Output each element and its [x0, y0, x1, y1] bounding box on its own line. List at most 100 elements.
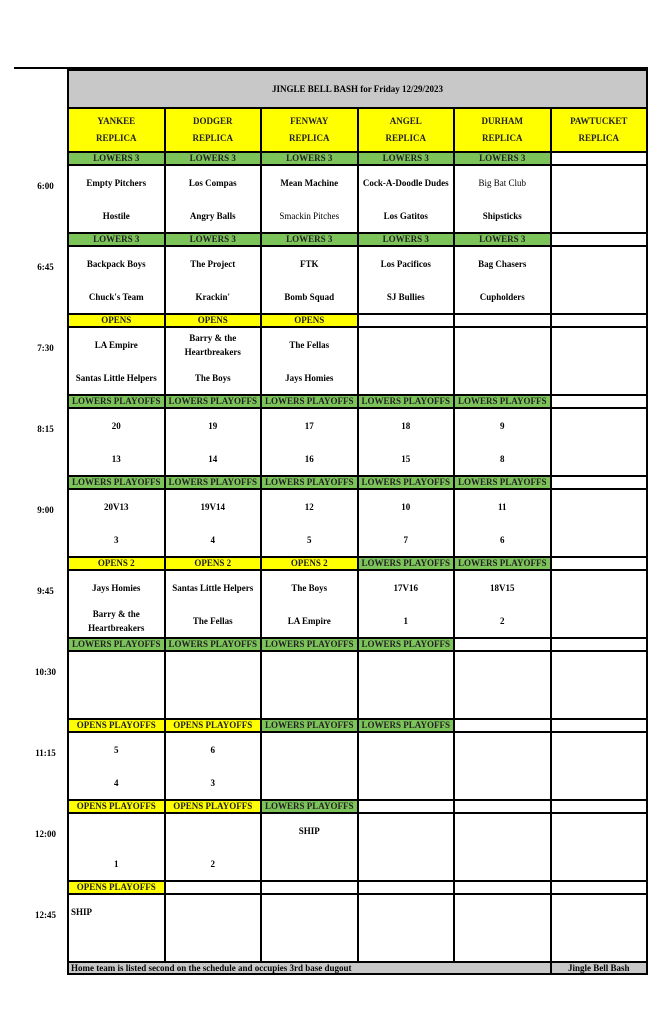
division-label: OPENS PLAYOFFS	[67, 718, 166, 733]
time-slot-row: 8:15 20 13 19 14 17 16 18 15 9 8	[14, 407, 648, 477]
game-cell	[163, 893, 262, 963]
home-team: 4	[210, 534, 216, 545]
division-label: LOWERS PLAYOFFS	[67, 475, 166, 490]
away-team	[552, 896, 645, 928]
home-team: The Fellas	[192, 615, 233, 626]
home-team: 16	[304, 453, 314, 464]
away-team	[263, 734, 356, 766]
away-team: Backpack Boys	[86, 258, 146, 269]
game-cell	[356, 812, 455, 882]
time-label: 11:15	[35, 748, 56, 758]
away-team: 12	[304, 501, 314, 512]
game-cell: 1	[67, 812, 166, 882]
home-team: Bomb Squad	[284, 291, 335, 302]
game-cell: 18 15	[356, 407, 455, 477]
away-team	[552, 410, 645, 442]
field-header-row: YANKEE REPLICA DODGER REPLICA FENWAY REPLICA A…	[14, 107, 648, 153]
away-team	[359, 896, 452, 928]
home-team	[263, 685, 356, 717]
home-team	[166, 928, 259, 960]
away-team: 10	[401, 501, 411, 512]
field-name: PAWTUCKET	[570, 116, 628, 126]
home-team	[70, 928, 163, 960]
division-label: LOWERS 3	[67, 151, 166, 166]
game-cell: 20V13 3	[67, 488, 166, 558]
division-label: LOWERS PLAYOFFS	[260, 718, 359, 733]
game-cell	[549, 326, 648, 396]
game-cell	[356, 731, 455, 801]
game-cell: Jays Homies Barry & the Heartbreakers	[67, 569, 166, 639]
time-slot-row: 6:00 Empty Pitchers Hostile Los Compas Angry…	[14, 164, 648, 234]
away-team: 9	[500, 420, 505, 431]
game-cell: 19 14	[163, 407, 262, 477]
home-team: Los Gatitos	[383, 210, 428, 221]
division-label: LOWERS 3	[163, 232, 262, 247]
division-label: OPENS 2	[163, 556, 262, 571]
away-team	[456, 653, 549, 685]
division-label: OPENS	[260, 313, 359, 328]
division-label: LOWERS 3	[453, 232, 552, 247]
home-team: Jays Homies	[285, 372, 334, 383]
division-label	[549, 556, 648, 571]
division-label: LOWERS PLAYOFFS	[163, 475, 262, 490]
home-team: Hostile	[102, 210, 130, 221]
game-cell	[549, 488, 648, 558]
away-team	[552, 329, 645, 361]
away-team	[166, 815, 259, 847]
away-team: Barry & the Heartbreakers	[184, 332, 241, 357]
division-label: OPENS PLAYOFFS	[67, 799, 166, 814]
division-label: LOWERS PLAYOFFS	[356, 718, 455, 733]
away-team: 5	[114, 744, 119, 755]
away-team	[359, 329, 452, 361]
division-label: LOWERS PLAYOFFS	[356, 475, 455, 490]
game-cell: SHIP	[260, 812, 359, 882]
game-cell	[549, 731, 648, 801]
away-team	[359, 734, 452, 766]
game-cell	[453, 812, 552, 882]
game-cell: The Project Krackin'	[163, 245, 262, 315]
home-team	[552, 766, 645, 798]
time-label: 9:00	[37, 505, 54, 515]
home-team: Shipsticks	[482, 210, 522, 221]
division-row: LOWERS PLAYOFFS LOWERS PLAYOFFS LOWERS PLA…	[14, 637, 648, 652]
away-team	[552, 734, 645, 766]
division-label: OPENS 2	[260, 556, 359, 571]
game-cell: Backpack Boys Chuck's Team	[67, 245, 166, 315]
home-team	[263, 928, 356, 960]
field-type: REPLICA	[578, 133, 619, 143]
division-label	[549, 880, 648, 895]
division-label	[453, 880, 552, 895]
title-row: JINGLE BELL BASH for Friday 12/29/2023	[14, 69, 648, 109]
away-team: Santas Little Helpers	[172, 582, 254, 593]
division-label: LOWERS PLAYOFFS	[356, 637, 455, 652]
division-label: LOWERS PLAYOFFS	[163, 637, 262, 652]
away-team	[70, 653, 163, 685]
home-team: 1	[403, 615, 409, 626]
division-label	[453, 637, 552, 652]
game-cell	[549, 407, 648, 477]
game-cell: Barry & the Heartbreakers The Boys	[163, 326, 262, 396]
time-slot-row: 7:30 LA Empire Santas Little Helpers Barry …	[14, 326, 648, 396]
home-team: Cupholders	[479, 291, 525, 302]
time-spacer	[14, 152, 68, 165]
home-team	[70, 685, 163, 717]
home-team	[456, 361, 549, 393]
division-label: LOWERS 3	[356, 151, 455, 166]
away-team: Mean Machine	[280, 177, 339, 188]
division-label	[549, 151, 648, 166]
game-cell	[549, 650, 648, 720]
game-cell: 17 16	[260, 407, 359, 477]
time-spacer	[14, 557, 68, 570]
field-name: DURHAM	[481, 116, 524, 126]
time-spacer	[14, 881, 68, 894]
away-team	[359, 815, 452, 847]
time-slot-row: 9:00 20V13 3 19V14 4 12 5 10 7 11 6	[14, 488, 648, 558]
time-label: 6:00	[37, 181, 54, 191]
away-team: Jays Homies	[92, 582, 141, 593]
away-team	[263, 653, 356, 685]
field-name: FENWAY	[290, 116, 329, 126]
away-team: 18	[401, 420, 411, 431]
